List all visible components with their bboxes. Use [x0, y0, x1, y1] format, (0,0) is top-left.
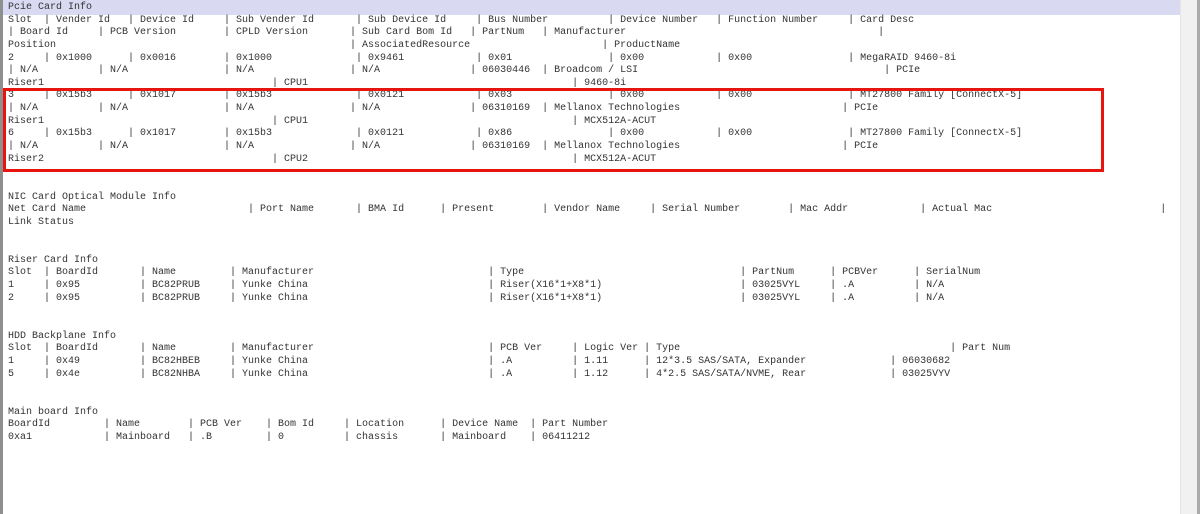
panel-right-border [1197, 0, 1200, 514]
pcie-section-title: Pcie Card Info [8, 2, 93, 13]
pcie-slot3-row-2: | N/A | N/A | N/A | N/A | 06310169 | Mel… [8, 103, 879, 115]
hdd-section-title: HDD Backplane Info [8, 330, 117, 342]
pcie-slot6-row-3: Riser2 | CPU2 | MCX512A-ACUT [8, 153, 657, 165]
blank-line [8, 394, 1166, 407]
pcie-header-row-2: | Board Id | PCB Version | CPLD Version … [8, 27, 885, 39]
nic-header-row-1: Net Card Name | Port Name | BMA Id | Pre… [8, 204, 1167, 216]
pcie-slot2-row-1: 2 | 0x1000 | 0x0016 | 0x1000 | 0x9461 | … [8, 52, 957, 64]
blank-line [8, 230, 1166, 243]
pcie-slot3-row-1: 3 | 0x15b3 | 0x1017 | 0x15b3 | 0x0121 | … [8, 90, 1023, 102]
blank-line [8, 305, 1166, 318]
panel-left-border [0, 0, 3, 514]
pcie-slot6-row-1: 6 | 0x15b3 | 0x1017 | 0x15b3 | 0x0121 | … [8, 128, 1023, 140]
vertical-scrollbar[interactable] [1180, 0, 1200, 514]
pcie-slot3-row-3: Riser1 | CPU1 | MCX512A-ACUT [8, 115, 657, 127]
hdd-row-1: 1 | 0x49 | BC82HBEB | Yunke China | .A |… [8, 355, 951, 367]
nic-section-title: NIC Card Optical Module Info [8, 191, 177, 203]
hdd-row-2: 5 | 0x4e | BC82NHBA | Yunke China | .A |… [8, 368, 951, 380]
pcie-slot2-row-3: Riser1 | CPU1 | 9460-8i [8, 77, 627, 89]
pcie-header-row-1: Slot | Vender Id | Device Id | Sub Vende… [8, 14, 915, 26]
mainboard-section-title: Main board Info [8, 406, 99, 418]
mainboard-row: 0xa1 | Mainboard | .B | 0 | chassis | Ma… [8, 431, 591, 443]
riser-row-2: 2 | 0x95 | BC82PRUB | Yunke China | Rise… [8, 292, 945, 304]
pcie-header-row-3: Position | AssociatedResource | ProductN… [8, 39, 681, 51]
riser-row-1: 1 | 0x95 | BC82PRUB | Yunke China | Rise… [8, 280, 945, 292]
mainboard-header-row: BoardId | Name | PCB Ver | Bom Id | Loca… [8, 419, 609, 431]
selected-line-highlight [3, 0, 1180, 15]
riser-section-title: Riser Card Info [8, 254, 99, 266]
blank-line [8, 179, 1166, 192]
blank-line [8, 381, 1166, 394]
blank-line [8, 318, 1166, 331]
blank-line [8, 166, 1166, 179]
pcie-slot6-row-2: | N/A | N/A | N/A | N/A | 06310169 | Mel… [8, 141, 879, 153]
console-text[interactable]: Pcie Card Info Slot | Vender Id | Device… [8, 2, 1166, 444]
hdd-header-row: Slot | BoardId | Name | Manufacturer | P… [8, 343, 1011, 355]
blank-line [8, 242, 1166, 255]
nic-header-row-2: Link Status [8, 216, 75, 228]
riser-header-row: Slot | BoardId | Name | Manufacturer | T… [8, 267, 981, 279]
pcie-slot2-row-2: | N/A | N/A | N/A | N/A | 06030446 | Bro… [8, 65, 921, 77]
